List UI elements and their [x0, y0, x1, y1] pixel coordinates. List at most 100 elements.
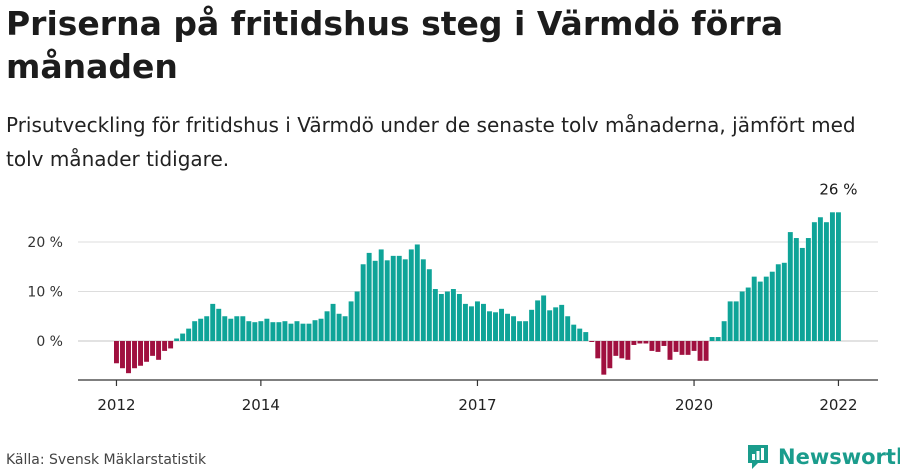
- bar: [330, 303, 336, 342]
- bar: [132, 341, 137, 369]
- bar: [823, 222, 829, 341]
- bar: [432, 289, 438, 341]
- bar: [438, 293, 444, 341]
- bar: [414, 244, 420, 341]
- newsworthy-logo-icon: [748, 445, 768, 469]
- bar: [360, 264, 366, 341]
- bar: [336, 313, 342, 341]
- bar: [150, 341, 156, 356]
- bar: [444, 291, 450, 341]
- bar: [679, 341, 685, 355]
- bar: [541, 295, 547, 341]
- bar: [637, 341, 643, 344]
- last-value-label: 26 %: [819, 180, 857, 198]
- bar: [462, 303, 468, 342]
- bar: [649, 341, 655, 351]
- bar: [288, 323, 294, 341]
- bar: [300, 323, 306, 341]
- x-tick-label: 2012: [97, 396, 135, 414]
- bar: [144, 341, 150, 362]
- bar: [547, 310, 553, 341]
- bar: [553, 307, 559, 341]
- bar: [673, 341, 679, 352]
- bar: [583, 332, 589, 341]
- bar: [180, 333, 186, 341]
- bar: [589, 341, 595, 342]
- bars: [114, 212, 841, 375]
- bar: [234, 316, 240, 341]
- bar: [535, 300, 541, 341]
- bar: [751, 276, 757, 341]
- brand-logo[interactable]: Newsworthy: [746, 442, 900, 472]
- bar: [799, 247, 805, 341]
- bar: [120, 341, 125, 369]
- bar: [390, 255, 396, 341]
- bar: [745, 287, 751, 341]
- bar: [619, 341, 625, 359]
- bar: [769, 271, 775, 341]
- bar: [685, 341, 691, 355]
- bar: [240, 316, 246, 341]
- bar: [228, 318, 234, 341]
- bar: [625, 341, 631, 360]
- bar: [168, 341, 174, 349]
- bar: [156, 341, 162, 360]
- bar: [426, 269, 432, 341]
- bar: [529, 309, 535, 341]
- x-axis: [78, 379, 878, 386]
- bar-chart: 0 % 10 % 20 % 2012 2014 2017 2020 2022 26 %: [27, 180, 878, 414]
- bar: [306, 323, 312, 341]
- bar: [697, 341, 703, 361]
- bar: [372, 260, 378, 341]
- y-tick-label: 10 %: [27, 285, 63, 301]
- bar: [294, 321, 300, 341]
- bar: [517, 321, 523, 341]
- bar: [126, 341, 131, 374]
- bar: [276, 322, 282, 341]
- bar: [204, 316, 210, 341]
- bar: [643, 341, 649, 344]
- x-tick-label: 2022: [819, 396, 857, 414]
- bar: [420, 259, 426, 341]
- bar: [216, 308, 222, 341]
- x-tick-label: 2017: [458, 396, 496, 414]
- bar: [727, 301, 733, 341]
- brand-name: Newsworthy: [778, 445, 900, 469]
- bar: [138, 341, 143, 366]
- bar: [829, 212, 835, 341]
- bar: [198, 318, 204, 341]
- bar: [481, 303, 486, 342]
- axis-labels: 0 % 10 % 20 % 2012 2014 2017 2020 2022 26 %: [27, 180, 857, 414]
- bar: [348, 301, 354, 341]
- bar: [493, 312, 498, 341]
- bar: [487, 311, 492, 341]
- bar: [114, 341, 119, 364]
- bar: [366, 252, 372, 341]
- bar: [282, 321, 288, 341]
- bar: [222, 316, 228, 341]
- bar: [613, 341, 619, 356]
- x-tick-label: 2020: [675, 396, 713, 414]
- bar: [258, 321, 264, 341]
- bar: [210, 303, 216, 342]
- bar: [559, 304, 565, 341]
- bar: [577, 328, 583, 342]
- bar: [733, 301, 739, 341]
- bar: [601, 341, 607, 375]
- bar: [246, 321, 252, 341]
- bar: [565, 316, 571, 341]
- bar: [763, 276, 769, 341]
- bar: [817, 217, 823, 341]
- bar: [396, 255, 402, 341]
- bar: [721, 321, 727, 341]
- bar: [775, 264, 781, 341]
- bar: [192, 321, 198, 341]
- bar: [402, 259, 408, 341]
- bar: [384, 260, 390, 341]
- bar: [186, 328, 192, 342]
- bar: [270, 322, 276, 341]
- bar: [595, 341, 601, 359]
- source-note: Källa: Svensk Mäklarstatistik: [6, 452, 207, 468]
- bar: [468, 306, 474, 341]
- bar: [342, 316, 348, 341]
